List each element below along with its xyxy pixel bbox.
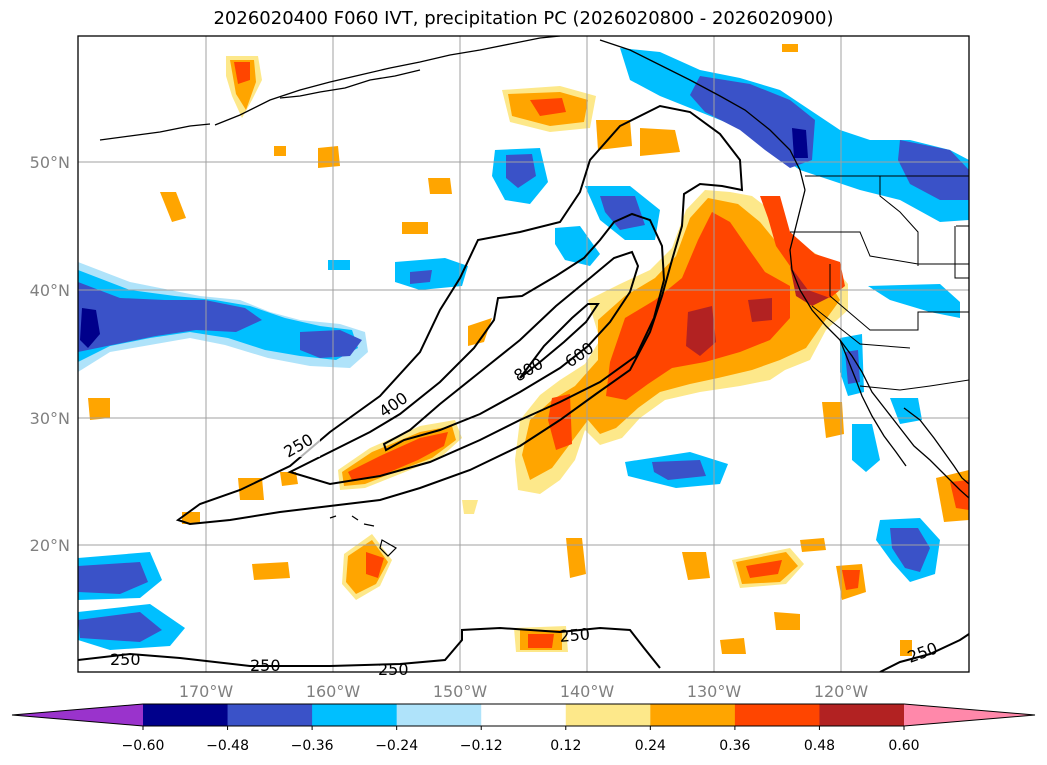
colorbar-segment — [143, 704, 229, 726]
ivt-contour-600 — [382, 250, 640, 452]
coastlines — [99, 36, 969, 499]
colorbar-tick-label: 0.60 — [888, 738, 919, 754]
colorbar-segment — [396, 704, 482, 726]
lon-axis-labels: 170°W 160°W 150°W 140°W 130°W 120°W — [179, 682, 869, 701]
alaska-coast — [214, 36, 561, 126]
lon-label-170w: 170°W — [179, 682, 234, 701]
lat-axis-labels: 50°N 40°N 30°N 20°N — [30, 153, 70, 555]
colorbar-tick-label: −0.60 — [122, 738, 165, 754]
colorbar-tick-label: 0.48 — [804, 738, 835, 754]
ivt-contour-400 — [287, 212, 666, 486]
west-coast — [789, 189, 969, 499]
colorbar-extend-low — [12, 704, 143, 726]
positive-anomaly-fields — [88, 44, 969, 656]
red-core-2 — [748, 298, 772, 322]
ivt-contour-labels: 250 250 250 250 250 250 400 600 800 — [110, 338, 940, 679]
political-borders — [790, 175, 969, 391]
contour-label-250-south-3: 250 — [378, 660, 409, 679]
map-frame — [77, 35, 970, 673]
colorbar-tick-label: 0.36 — [719, 738, 750, 754]
baja — [839, 339, 907, 467]
colorbar-segment — [227, 704, 313, 726]
colorbar-segment — [312, 704, 398, 726]
colorbar-tick-label: −0.36 — [291, 738, 334, 754]
ivt-contour-250-south — [78, 626, 661, 669]
lon-label-150w: 150°W — [433, 682, 488, 701]
blue-region-west-pacific-mid — [78, 282, 262, 352]
lon-label-140w: 140°W — [560, 682, 615, 701]
graticule — [78, 36, 969, 672]
colorbar-segment — [565, 704, 651, 726]
orange-dark-main-plume — [606, 212, 790, 400]
colorbar-tick-label: 0.24 — [635, 738, 666, 754]
ivt-contour-250 — [175, 104, 744, 526]
panhandle-coast — [599, 39, 806, 191]
contour-label-250-south-2: 250 — [250, 656, 281, 675]
colorbar-tick-label: −0.48 — [206, 738, 249, 754]
colorbar-segment — [481, 704, 567, 726]
colorbar: −0.60 −0.48 −0.36 −0.24 −0.12 0.12 0.24 0.36 0.4… — [11, 703, 1036, 754]
colorbar-segment — [819, 704, 905, 726]
lon-label-120w: 120°W — [814, 682, 869, 701]
contour-label-250-south-1: 250 — [110, 650, 141, 669]
map-panel — [78, 36, 969, 672]
lon-label-130w: 130°W — [687, 682, 742, 701]
lat-label-20n: 20°N — [30, 536, 70, 555]
contour-label-250-south-4: 250 — [559, 624, 591, 646]
colorbar-segment — [650, 704, 736, 726]
colorbar-tick-label: −0.12 — [460, 738, 503, 754]
chart-title: 2026020400 F060 IVT, precipitation PC (2… — [213, 8, 834, 29]
lat-label-40n: 40°N — [30, 281, 70, 300]
hawaii-islands — [329, 515, 397, 557]
blue-region-west-pacific-darkcore — [80, 308, 100, 348]
colorbar-tick-label: −0.24 — [375, 738, 418, 754]
colorbar-tick-label: 0.12 — [550, 738, 581, 754]
ivt-contour-800 — [519, 303, 600, 379]
lon-label-160w: 160°W — [306, 682, 361, 701]
colorbar-extend-high — [904, 704, 1035, 726]
ivt-contours — [78, 104, 969, 672]
red-core-1 — [686, 306, 716, 356]
colorbar-segment — [734, 704, 820, 726]
lat-label-30n: 30°N — [30, 409, 70, 428]
lat-label-50n: 50°N — [30, 153, 70, 172]
